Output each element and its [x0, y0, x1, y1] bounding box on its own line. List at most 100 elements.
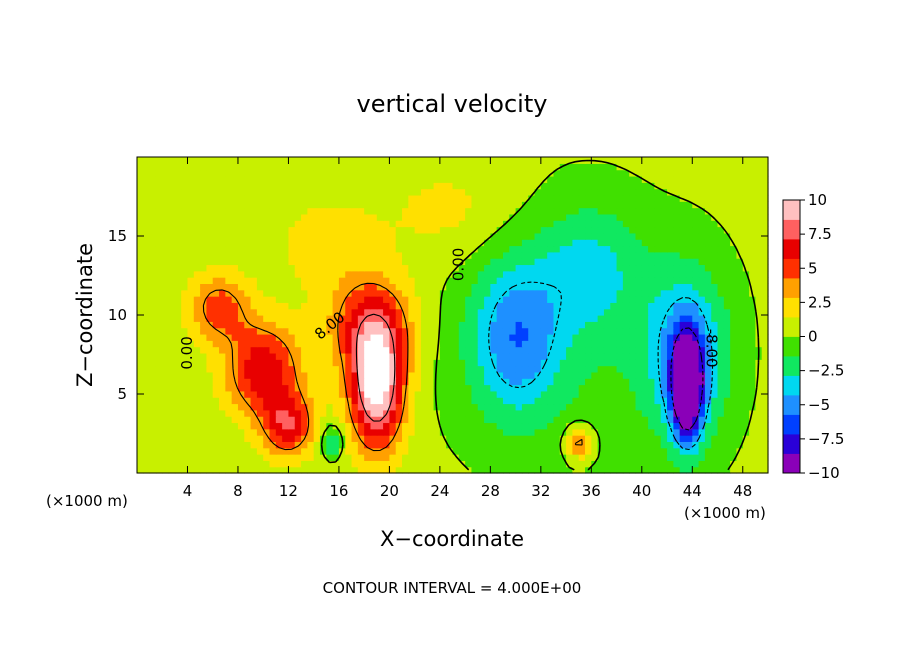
- field-cell: [616, 409, 624, 417]
- field-cell: [137, 194, 144, 202]
- field-cell: [370, 447, 378, 455]
- field-cell: [641, 378, 649, 386]
- field-cell: [641, 264, 649, 272]
- field-cell: [307, 384, 315, 392]
- field-cell: [648, 296, 656, 303]
- field-cell: [534, 403, 542, 411]
- field-cell: [345, 365, 353, 373]
- field-cell: [376, 428, 384, 436]
- field-cell: [471, 213, 479, 221]
- field-cell: [572, 239, 580, 247]
- field-cell: [471, 157, 479, 164]
- field-cell: [269, 220, 277, 228]
- field-cell: [572, 346, 580, 354]
- field-cell: [742, 333, 750, 341]
- field-cell: [168, 359, 176, 367]
- field-cell: [181, 333, 189, 341]
- field-cell: [477, 435, 485, 442]
- field-cell: [515, 359, 523, 367]
- field-cell: [200, 371, 208, 379]
- field-cell: [591, 371, 599, 379]
- field-cell: [679, 378, 687, 386]
- field-cell: [622, 435, 630, 442]
- field-cell: [237, 182, 245, 190]
- field-cell: [641, 371, 649, 379]
- field-cell: [572, 264, 580, 272]
- field-cell: [585, 435, 592, 442]
- field-cell: [231, 245, 239, 253]
- field-cell: [149, 258, 157, 266]
- field-cell: [149, 327, 157, 335]
- field-cell: [458, 302, 466, 310]
- field-cell: [294, 466, 302, 474]
- field-cell: [502, 169, 510, 177]
- field-cell: [433, 371, 441, 379]
- field-cell: [357, 270, 365, 278]
- field-cell: [357, 296, 365, 303]
- field-cell: [667, 428, 674, 436]
- field-cell: [723, 378, 731, 386]
- field-cell: [256, 302, 264, 310]
- field-cell: [654, 277, 662, 284]
- field-cell: [477, 441, 485, 449]
- field-cell: [547, 359, 555, 367]
- field-cell: [471, 232, 479, 240]
- field-cell: [351, 296, 359, 303]
- field-cell: [742, 384, 750, 392]
- field-cell: [427, 220, 435, 228]
- field-cell: [622, 283, 630, 291]
- field-cell: [402, 213, 409, 221]
- field-cell: [389, 239, 397, 247]
- field-cell: [427, 232, 435, 240]
- field-cell: [231, 182, 239, 190]
- field-cell: [597, 157, 605, 164]
- field-cell: [402, 365, 409, 373]
- field-cell: [515, 175, 523, 183]
- field-cell: [515, 327, 523, 335]
- field-cell: [357, 175, 365, 183]
- field-cell: [408, 466, 416, 474]
- field-cell: [616, 188, 624, 196]
- field-cell: [641, 302, 649, 310]
- field-cell: [591, 264, 599, 272]
- field-cell: [723, 447, 731, 455]
- field-cell: [673, 207, 681, 215]
- field-cell: [622, 352, 630, 360]
- field-cell: [698, 308, 706, 316]
- field-cell: [395, 277, 403, 284]
- field-cell: [301, 340, 308, 348]
- field-cell: [263, 308, 271, 316]
- field-cell: [610, 188, 618, 196]
- field-cell: [376, 447, 384, 455]
- field-cell: [458, 359, 466, 367]
- field-cell: [521, 169, 529, 177]
- field-cell: [458, 454, 466, 461]
- plot-area: 8.000.000.00 -8.00: [136, 156, 769, 474]
- field-cell: [755, 416, 763, 424]
- field-cell: [332, 384, 340, 392]
- field-cell: [477, 384, 485, 392]
- field-cell: [212, 371, 220, 379]
- field-cell: [288, 213, 296, 221]
- field-cell: [439, 346, 447, 354]
- field-cell: [420, 194, 428, 202]
- field-cell: [528, 175, 536, 183]
- field-cell: [704, 454, 712, 461]
- field-cell: [237, 441, 245, 449]
- field-cell: [458, 251, 466, 259]
- field-cell: [622, 175, 630, 183]
- field-cell: [465, 232, 473, 240]
- field-cell: [534, 340, 542, 348]
- field-cell: [685, 226, 693, 234]
- field-cell: [591, 201, 599, 209]
- field-cell: [471, 207, 479, 215]
- field-cell: [635, 302, 643, 310]
- field-cell: [408, 384, 416, 392]
- field-cell: [389, 277, 397, 284]
- field-cell: [591, 213, 599, 221]
- field-cell: [679, 422, 687, 430]
- field-cell: [231, 447, 239, 455]
- field-cell: [414, 315, 422, 322]
- field-cell: [521, 352, 529, 360]
- field-cell: [585, 289, 592, 297]
